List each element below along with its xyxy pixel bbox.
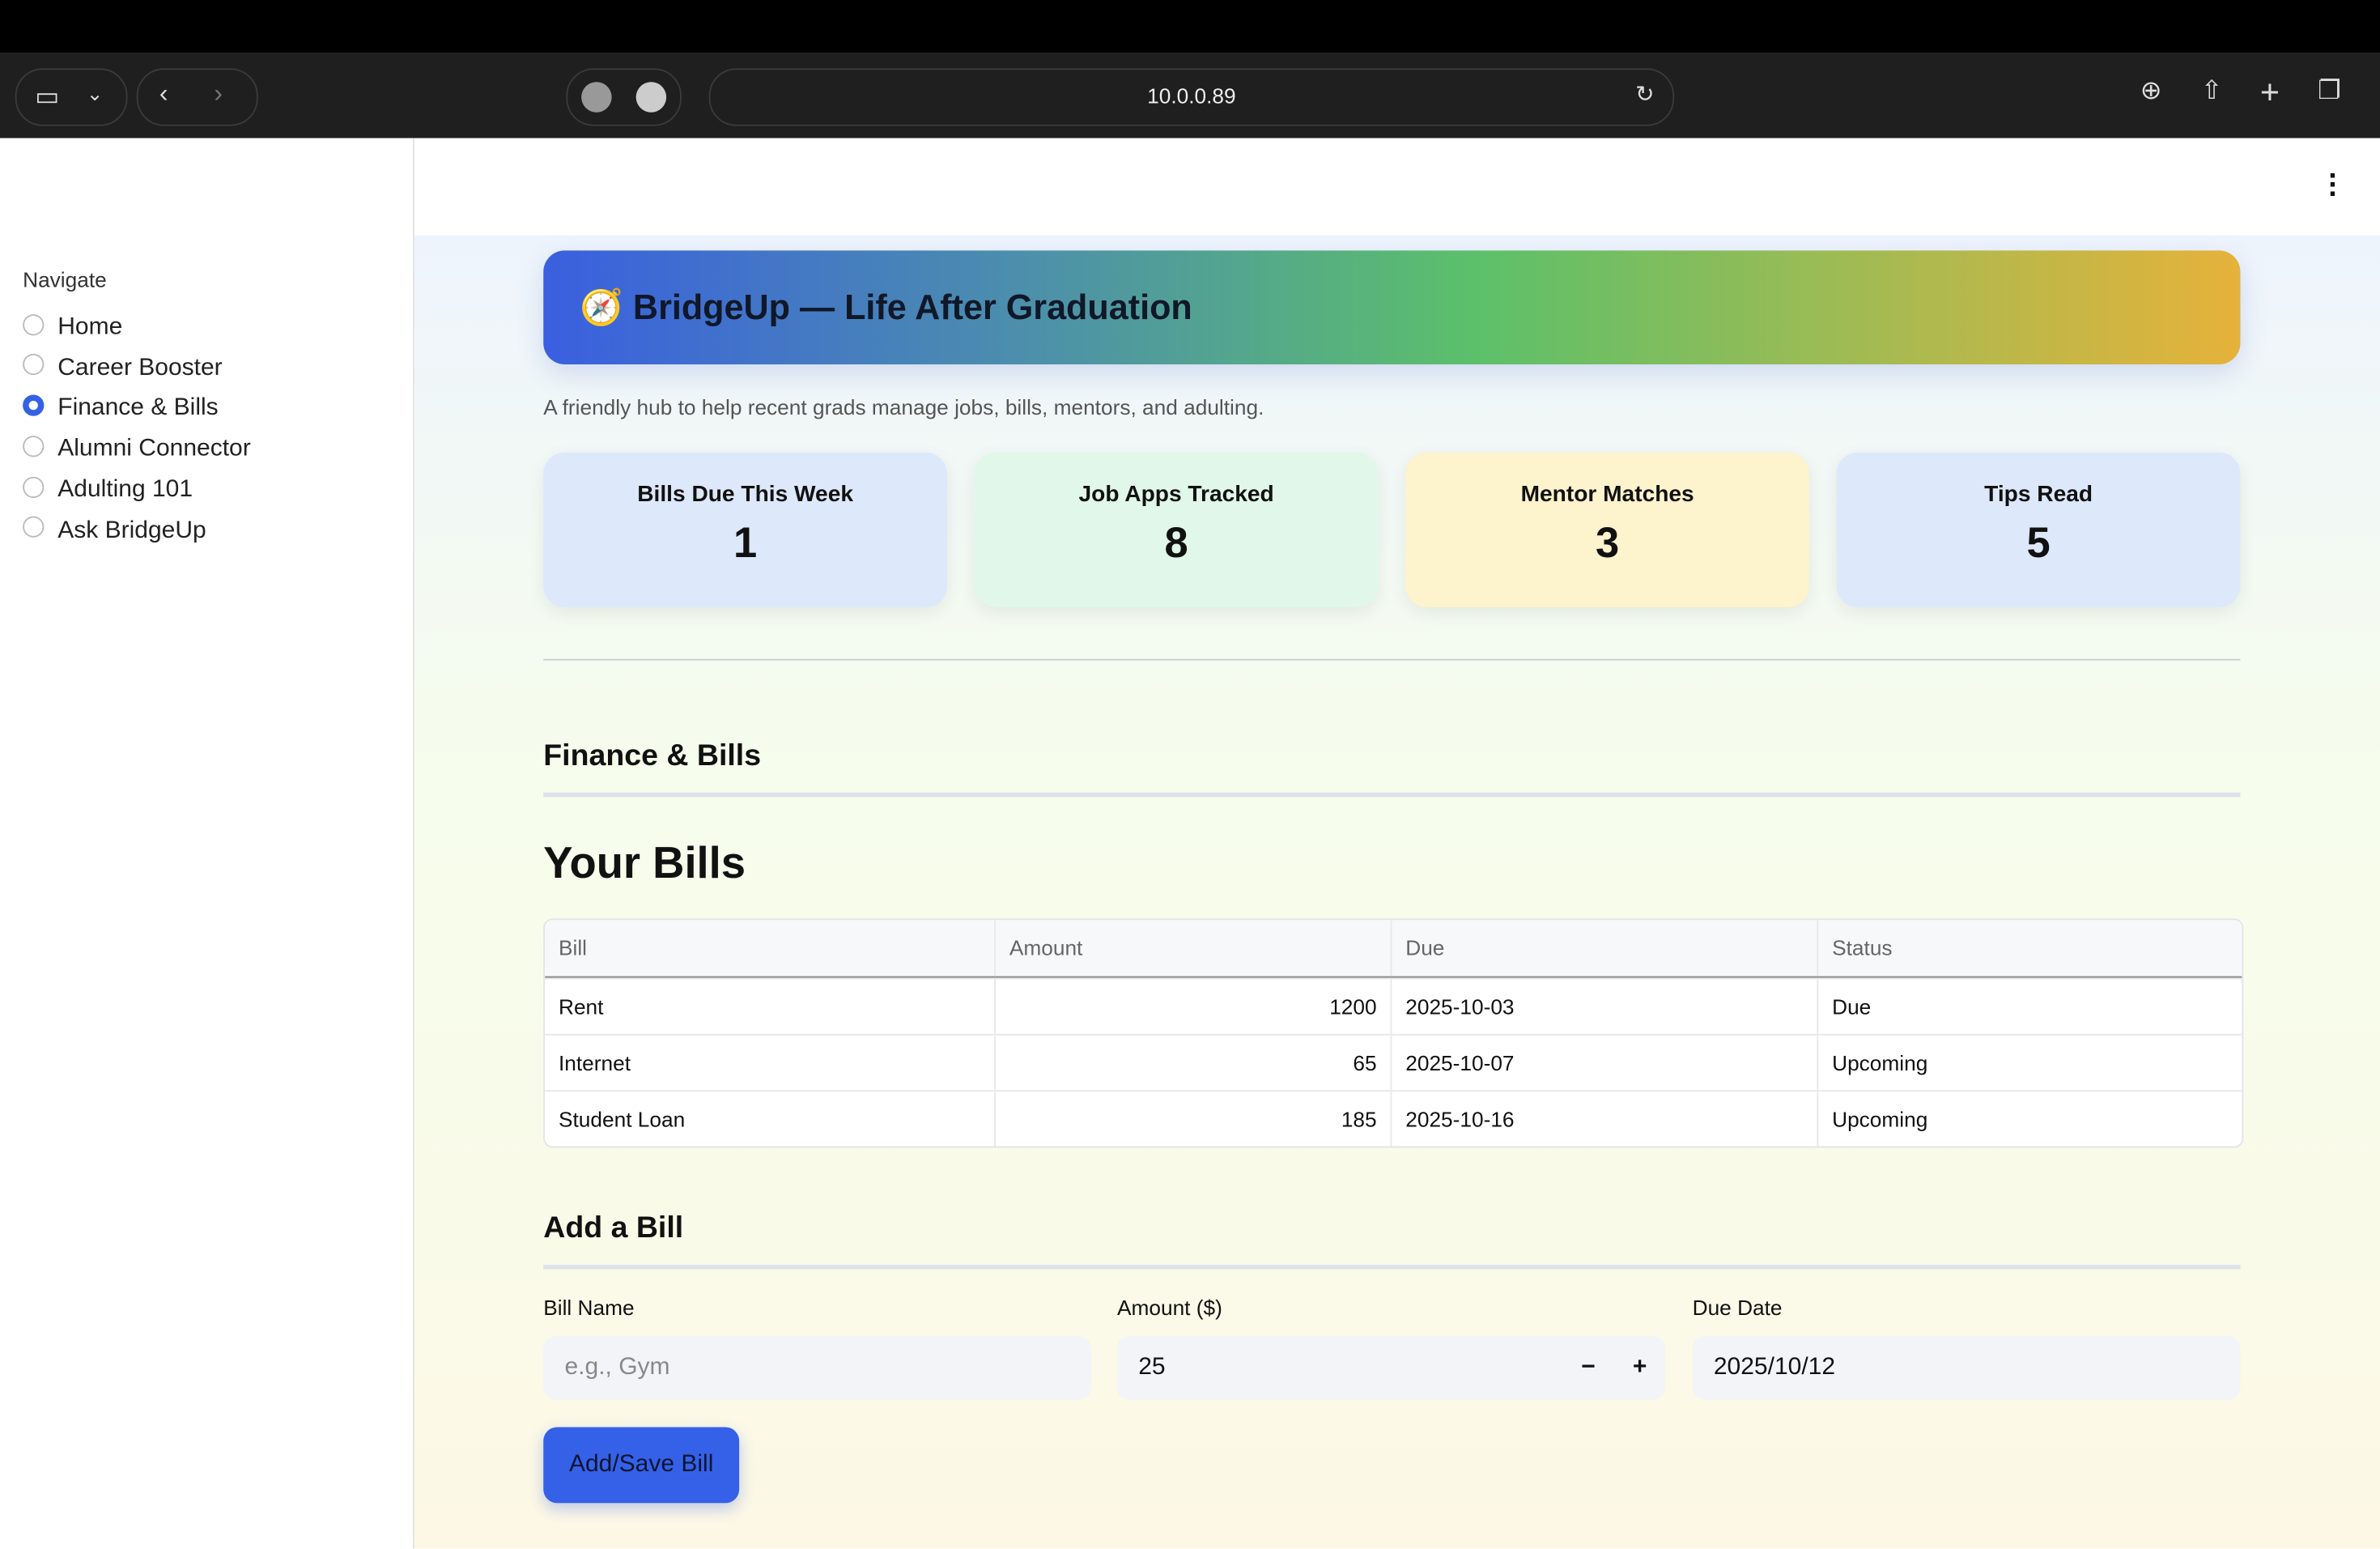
column-header: Status xyxy=(1832,935,1893,960)
nav-label: Finance & Bills xyxy=(57,395,219,422)
table-cell: 2025-10-16 xyxy=(1392,1092,1819,1147)
url: 10.0.0.89 xyxy=(1147,83,1236,109)
table-row: Internet 65 2025-10-07 Upcoming xyxy=(545,1033,2242,1091)
field-label: Due Date xyxy=(1692,1295,1783,1320)
nav-item[interactable]: Adulting 101 xyxy=(23,474,193,505)
column-header: Bill xyxy=(545,920,996,977)
nav-item[interactable]: Home xyxy=(23,313,122,343)
bills-table: Bill Amount Due Status Rent 1200 2025-10-03 Due… xyxy=(543,918,2244,1148)
download-button[interactable]: ⊕ xyxy=(2140,75,2162,105)
address-bar[interactable]: 10.0.0.89 ↻ xyxy=(708,68,1675,126)
app-title: 🧭 BridgeUp — Life After Graduation xyxy=(580,287,1192,327)
nav-label: Ask BridgeUp xyxy=(57,517,206,543)
radio[interactable] xyxy=(23,475,45,498)
table-cell: Internet xyxy=(545,1035,996,1091)
divider xyxy=(543,792,2241,798)
table-cell: 65 xyxy=(996,1035,1392,1091)
metric-label: Tips Read xyxy=(1984,481,2093,508)
share-button[interactable]: ⇧ xyxy=(2200,75,2223,105)
nav-item[interactable]: Ask BridgeUp xyxy=(23,516,206,547)
field-label: Amount ($) xyxy=(1117,1295,1222,1320)
metric-label: Job Apps Tracked xyxy=(1078,481,1274,508)
table-row: Rent 1200 2025-10-03 Due xyxy=(545,977,2242,1034)
subtitle: A friendly hub to help recent grads mana… xyxy=(543,394,1264,419)
text-input[interactable]: e.g., Gym xyxy=(543,1336,1092,1400)
add-bill-button[interactable]: Add/Save Bill xyxy=(543,1427,740,1504)
metric-card: Job Apps Tracked 8 xyxy=(974,452,1379,607)
decrement-button[interactable]: − xyxy=(1581,1354,1596,1381)
table-cell: 2025-10-03 xyxy=(1392,979,1819,1034)
radio[interactable] xyxy=(23,435,45,457)
table-cell: Rent xyxy=(545,979,996,1034)
table-cell: 185 xyxy=(996,1092,1392,1147)
table-cell: Upcoming xyxy=(1832,1106,1928,1131)
metric-value: 1 xyxy=(733,519,758,567)
radio[interactable] xyxy=(23,516,45,538)
nav-item[interactable]: Alumni Connector xyxy=(23,434,251,465)
text-input[interactable]: 2025/10/12 xyxy=(1692,1336,2241,1400)
nav-label: Career Booster xyxy=(57,355,223,381)
sidebar: Navigate Home Career Booster Finance & Bil… xyxy=(0,138,414,1549)
column-header: Amount xyxy=(996,920,1392,977)
new-tab-button[interactable]: + xyxy=(2259,73,2280,111)
nav-title: Navigate xyxy=(23,267,107,292)
metric-label: Mentor Matches xyxy=(1520,481,1694,508)
metric-card: Tips Read 5 xyxy=(1836,452,2241,607)
radio[interactable] xyxy=(23,394,45,417)
table-cell: Due xyxy=(1832,994,1872,1019)
text-input[interactable]: 25 − + xyxy=(1117,1336,1665,1400)
form-title: Add a Bill xyxy=(543,1211,684,1245)
metric-card: Mentor Matches 3 xyxy=(1405,452,1809,607)
metric-value: 5 xyxy=(2026,519,2051,567)
extensions[interactable] xyxy=(566,68,682,126)
increment-button[interactable]: + xyxy=(1632,1354,1647,1381)
metric-value: 8 xyxy=(1164,519,1188,567)
metric-value: 3 xyxy=(1596,519,1620,567)
nav-label: Adulting 101 xyxy=(57,476,193,503)
nav-buttons[interactable]: ‹ › xyxy=(136,68,258,126)
table-header: Bill Amount Due Status xyxy=(545,920,2242,978)
nav-label: Alumni Connector xyxy=(57,436,251,462)
table-cell: Upcoming xyxy=(1832,1050,1928,1075)
main-header: · · · xyxy=(414,138,2380,236)
nav-item[interactable]: Career Booster xyxy=(23,353,223,384)
table-row: Student Loan 185 2025-10-16 Upcoming xyxy=(545,1090,2242,1147)
tabs-button[interactable]: ❐ xyxy=(2318,75,2341,105)
field-label: Bill Name xyxy=(543,1295,635,1320)
table-cell: Student Loan xyxy=(545,1092,996,1147)
input-value: 2025/10/12 xyxy=(1713,1354,1836,1381)
metric-card: Bills Due This Week 1 xyxy=(543,452,947,607)
nav-label: Home xyxy=(57,314,123,340)
table-cell: 1200 xyxy=(996,979,1392,1034)
column-header: Due xyxy=(1392,920,1819,977)
divider xyxy=(543,658,2241,661)
section-title: Finance & Bills xyxy=(543,739,762,773)
radio[interactable] xyxy=(23,313,45,335)
title-bar xyxy=(0,0,2380,53)
main: · · · xyxy=(414,138,2380,1549)
sidebar-toggle[interactable]: ▭ ⌄ xyxy=(15,68,128,126)
banner: 🧭 BridgeUp — Life After Graduation xyxy=(543,250,2241,364)
table-title: Your Bills xyxy=(543,839,746,888)
input-value: 25 xyxy=(1138,1354,1166,1381)
placeholder: e.g., Gym xyxy=(564,1354,670,1381)
menu-button[interactable]: · · · xyxy=(2328,159,2339,211)
nav-item[interactable]: Finance & Bills xyxy=(23,394,219,424)
radio[interactable] xyxy=(23,354,45,376)
browser-toolbar: ▭ ⌄ ‹ › 10.0.0.89 ↻ ⊕ ⇧ + ❐ xyxy=(0,53,2380,138)
metric-label: Bills Due This Week xyxy=(637,481,853,508)
divider xyxy=(543,1264,2241,1270)
table-cell: 2025-10-07 xyxy=(1392,1035,1819,1091)
